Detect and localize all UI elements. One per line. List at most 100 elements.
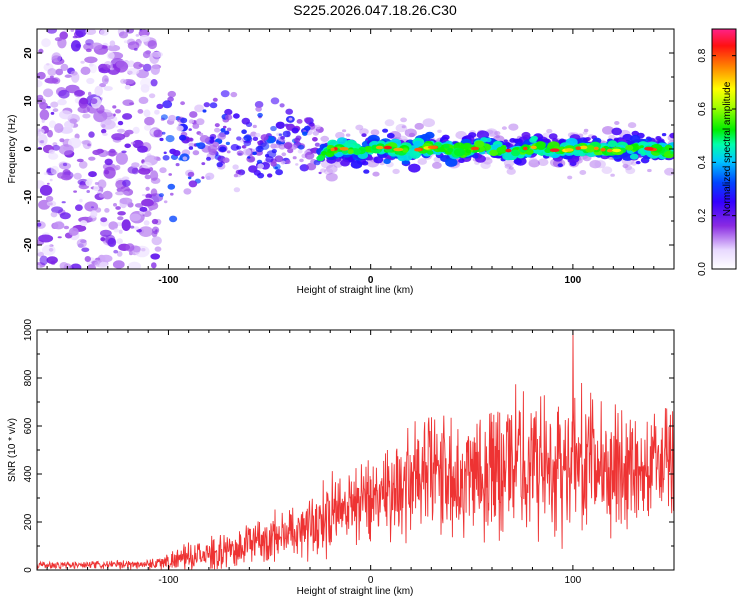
colorbar-tick-label: 0.2 (697, 208, 708, 222)
ridge-blob (631, 130, 640, 137)
transition-blob (217, 132, 227, 140)
transition-blob (297, 149, 303, 154)
y-tick-label: 10 (23, 95, 34, 107)
noise-blob (76, 158, 84, 163)
transition-blob (291, 127, 299, 134)
transition-blob (318, 171, 322, 175)
ridge-blob (340, 159, 350, 167)
ridge-blob (350, 160, 363, 169)
colorbar-tick-label: 0.0 (697, 262, 708, 276)
noise-blob (100, 119, 116, 130)
ridge-blob (336, 137, 348, 145)
ridge-peak (383, 145, 392, 150)
transition-blob (256, 159, 263, 164)
ridge-blob (503, 159, 515, 167)
y-tick-label: 600 (23, 417, 34, 434)
ridge-blob (447, 147, 454, 153)
noise-blob (138, 96, 149, 104)
noise-blob (46, 29, 57, 34)
transition-blob (278, 133, 283, 137)
transition-blob (292, 156, 297, 160)
noise-blob (77, 106, 91, 114)
ridge-blob (582, 131, 588, 135)
noise-blob (150, 188, 158, 197)
ridge-blob (661, 133, 667, 137)
noise-blob (118, 31, 129, 39)
noise-blob (127, 166, 139, 174)
ridge-blob (468, 132, 477, 138)
ridge-blob (443, 144, 450, 149)
noise-blob (147, 40, 157, 50)
spectrogram-xlabel: Height of straight line (km) (297, 285, 414, 296)
noise-blob (92, 149, 102, 156)
transition-blob (232, 164, 239, 170)
y-tick-label: -10 (23, 189, 34, 204)
ridge-blob (559, 138, 565, 143)
ridge-blob (392, 168, 400, 175)
ridge-blob (445, 157, 458, 167)
noise-blob (115, 206, 121, 210)
transition-blob (202, 109, 207, 113)
noise-blob (129, 225, 135, 229)
noise-blob (94, 85, 103, 97)
noise-blob (134, 203, 144, 208)
ridge-peak (330, 147, 335, 152)
ridge-blob (395, 123, 408, 133)
noise-blob (59, 110, 72, 120)
noise-blob (138, 226, 154, 238)
ridge-blob (382, 128, 389, 133)
snr-xlabel: Height of straight line (km) (297, 586, 414, 597)
noise-blob (39, 109, 50, 121)
ridge-blob (631, 145, 639, 151)
noise-blob (90, 210, 98, 219)
noise-blob (46, 200, 57, 207)
ridge-blob (583, 128, 589, 133)
transition-blob (205, 172, 215, 180)
ridge-blob (614, 121, 620, 125)
transition-blob (189, 111, 198, 118)
noise-blob (47, 68, 57, 76)
ridge-blob (341, 149, 348, 154)
transition-blob (275, 169, 283, 176)
transition-blob (172, 150, 181, 157)
ridge-blob (544, 147, 552, 153)
ridge-blob (462, 142, 472, 150)
noise-blob (101, 45, 108, 49)
noise-blob (137, 109, 144, 114)
transition-blob (220, 128, 226, 133)
ridge-peak (470, 146, 480, 151)
transition-blob (165, 135, 175, 143)
noise-blob (102, 132, 108, 136)
transition-blob (210, 136, 215, 140)
ridge-blob (528, 157, 538, 164)
transition-blob (176, 125, 184, 132)
noise-blob (102, 64, 111, 70)
noise-blob (115, 109, 121, 114)
ridge-peak (530, 145, 537, 150)
ridge-blob (567, 175, 573, 180)
transition-blob (224, 108, 233, 116)
transition-blob (241, 129, 247, 134)
noise-blob (113, 113, 116, 117)
ridge-peak (393, 147, 404, 152)
ridge-blob (624, 164, 633, 171)
x-tick-label: 0 (368, 575, 374, 586)
transition-blob (241, 117, 250, 125)
ridge-blob (502, 151, 514, 161)
transition-blob (302, 131, 308, 136)
transition-blob (162, 100, 173, 109)
transition-blob (274, 155, 284, 163)
noise-blob (117, 120, 124, 126)
noise-blob (123, 40, 128, 44)
noise-blob (115, 152, 128, 165)
noise-blob (39, 255, 49, 266)
noise-blob (41, 119, 45, 123)
noise-blob (106, 51, 115, 60)
transition-blob (206, 156, 211, 161)
noise-blob (133, 61, 143, 70)
transition-blob (236, 150, 244, 156)
noise-blob (75, 204, 83, 211)
noise-blob (46, 182, 50, 185)
ridge-blob (584, 145, 596, 153)
